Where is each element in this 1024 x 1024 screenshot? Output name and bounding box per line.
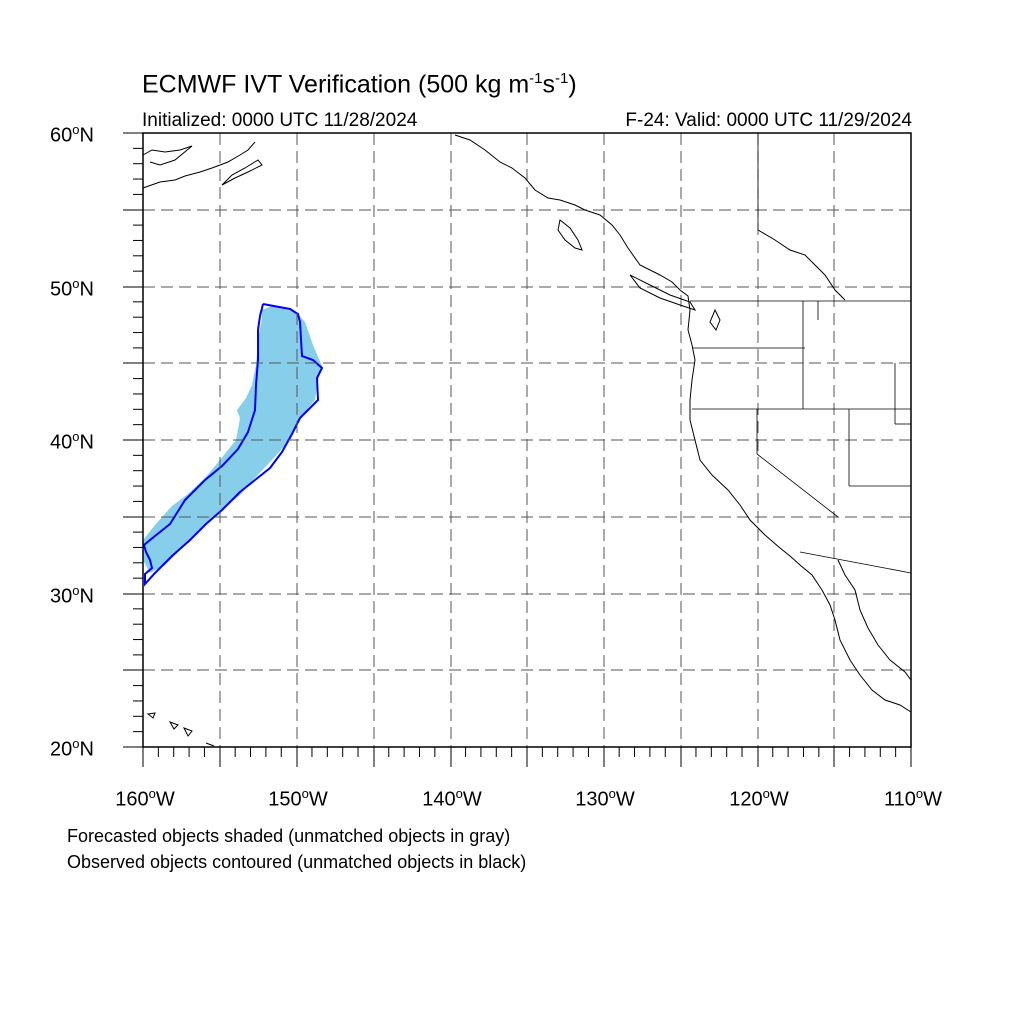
lat-label-30: 30oN	[50, 583, 94, 608]
coastlines	[142, 134, 912, 747]
initialized-time: Initialized: 0000 UTC 11/28/2024	[142, 110, 418, 131]
lat-label-40: 40oN	[50, 429, 94, 454]
political-boundaries	[690, 133, 912, 574]
map-title: ECMWF IVT Verification (500 kg m-1s-1)	[142, 70, 577, 99]
lat-label-60: 60oN	[50, 122, 94, 147]
lon-label-120w: 120oW	[729, 786, 789, 811]
lat-label-20: 20oN	[50, 736, 94, 761]
footnote-observed: Observed objects contoured (unmatched ob…	[67, 852, 527, 872]
forecast-object	[143, 306, 322, 573]
valid-time: F-24: Valid: 0000 UTC 11/29/2024	[625, 110, 912, 131]
lon-label-110w: 110oW	[883, 786, 943, 811]
lon-label-150w: 150oW	[268, 786, 328, 811]
lat-label-50: 50oN	[50, 276, 94, 301]
lon-label-140w: 140oW	[422, 786, 482, 811]
minor-ticks	[133, 147, 897, 757]
footnote-forecast: Forecasted objects shaded (unmatched obj…	[67, 826, 511, 846]
grid-lines	[143, 133, 911, 747]
lon-label-130w: 130oW	[575, 786, 635, 811]
lon-label-160w: 160oW	[115, 786, 175, 811]
axis-ticks	[123, 132, 912, 767]
